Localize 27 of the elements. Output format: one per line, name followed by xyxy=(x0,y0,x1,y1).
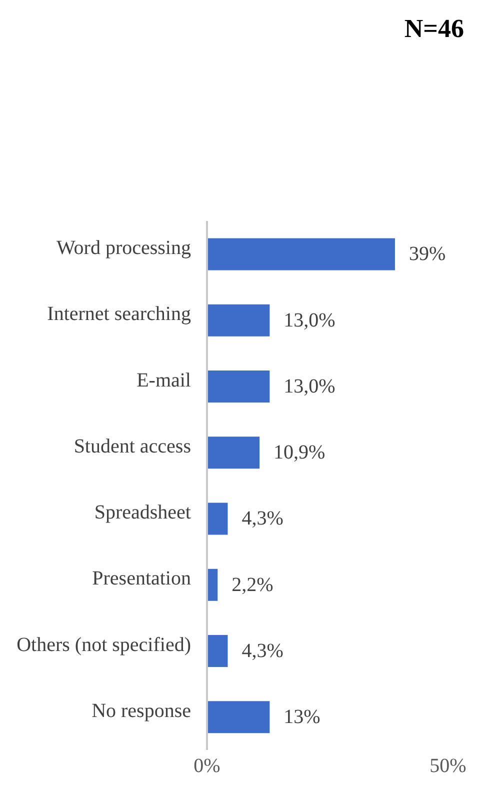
data-label: 39% xyxy=(408,243,446,266)
x-tick-label: 0% xyxy=(194,755,220,778)
bar xyxy=(207,370,270,402)
y-tick-label: Presentation xyxy=(92,568,191,590)
y-tick-label: Others (not specified) xyxy=(16,634,191,656)
bar xyxy=(207,701,270,734)
y-tick-label: Student access xyxy=(74,435,192,458)
y-tick-label: Word processing xyxy=(56,237,191,260)
data-label: 10,9% xyxy=(274,442,326,464)
y-tick-label: E-mail xyxy=(136,369,192,392)
y-tick-label: Spreadsheet xyxy=(94,502,192,524)
y-tick-label: No response xyxy=(92,700,192,722)
data-label: 13,0% xyxy=(284,375,336,398)
bar xyxy=(207,502,228,535)
bar xyxy=(207,304,270,336)
data-label: 13,0% xyxy=(284,309,336,332)
bar xyxy=(207,238,395,270)
data-label: 4,3% xyxy=(242,640,284,662)
chart-title: N=46 xyxy=(404,14,464,44)
bar xyxy=(207,634,228,667)
y-tick-label: Internet searching xyxy=(47,303,191,326)
bar xyxy=(207,568,218,601)
data-label: 13% xyxy=(284,706,320,728)
data-label: 2,2% xyxy=(232,574,274,596)
bar xyxy=(207,436,260,469)
data-label: 4,3% xyxy=(242,508,284,530)
x-tick-label: 50% xyxy=(430,755,466,778)
